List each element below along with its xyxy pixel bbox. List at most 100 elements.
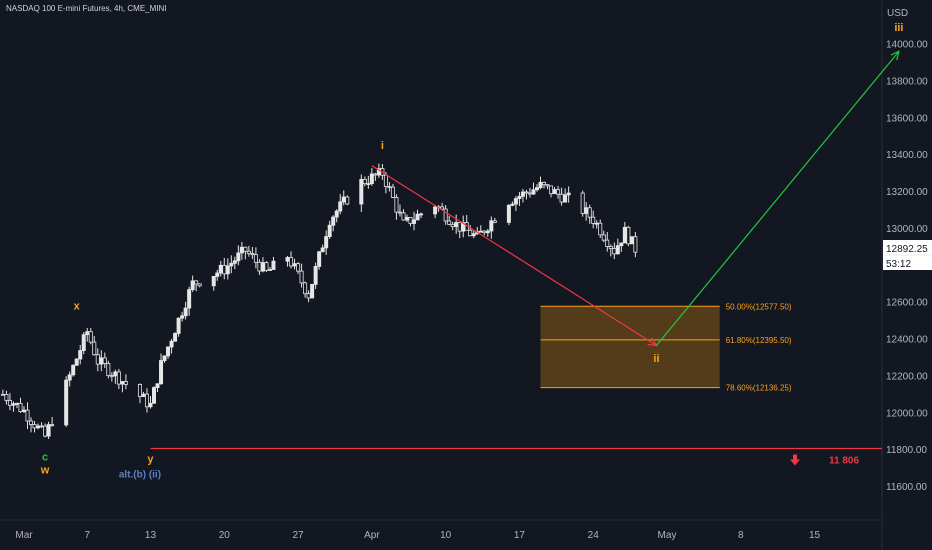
candle-body: [74, 358, 79, 366]
candle-body: [11, 403, 16, 406]
candle-body: [246, 250, 251, 254]
x-tick-label: 15: [809, 530, 821, 541]
candle-body: [542, 181, 547, 186]
candle-body: [306, 293, 311, 299]
y-tick-label: 12000.00: [886, 408, 928, 419]
candle-body: [176, 317, 181, 334]
y-tick-label: 12600.00: [886, 298, 928, 309]
y-tick-label: 11800.00: [886, 445, 927, 456]
candle-body: [538, 181, 543, 189]
candle-body: [88, 331, 93, 343]
candle-body: [232, 260, 237, 264]
fib-level-label: 50.00%(12577.50): [726, 302, 792, 311]
candle-body: [471, 233, 476, 237]
support-label: 11 806: [829, 456, 859, 467]
candle-body: [264, 262, 269, 271]
candle-body: [299, 270, 304, 284]
candle-body: [183, 307, 188, 317]
candle-body: [440, 206, 445, 210]
candle-body: [260, 262, 265, 272]
y-tick-label: 13800.00: [886, 76, 928, 87]
candle-body: [341, 196, 346, 203]
candle-body: [113, 371, 118, 377]
candle-body: [331, 216, 336, 226]
candle-body: [317, 251, 322, 267]
candle-body: [36, 425, 41, 429]
candle-body: [313, 266, 318, 285]
candle-body: [415, 213, 420, 221]
candle-body: [218, 264, 223, 274]
current-price: 12892.25: [886, 244, 928, 255]
candle-body: [591, 216, 596, 224]
candle-body: [7, 399, 12, 406]
candle-body: [141, 393, 146, 397]
candle-body: [190, 280, 195, 291]
candle-body: [447, 220, 452, 225]
candle-body: [120, 381, 125, 385]
candle-body: [50, 424, 55, 426]
candle-body: [513, 198, 518, 205]
candles: [0, 163, 638, 440]
candle-body: [373, 173, 378, 176]
candle-body: [327, 224, 332, 237]
candle-body: [257, 261, 262, 272]
candle-body: [468, 229, 473, 237]
candle-body: [324, 236, 329, 249]
candle-body: [629, 236, 634, 245]
y-tick-label: 13200.00: [886, 187, 928, 198]
candle-body: [556, 189, 561, 195]
candle-body: [527, 192, 532, 195]
candle-body: [289, 257, 294, 267]
candle-body: [615, 245, 620, 255]
x-tick-label: 24: [588, 530, 600, 541]
candle-body: [250, 253, 255, 256]
x-tick-label: Apr: [364, 530, 380, 541]
x-tick-label: Mar: [15, 530, 33, 541]
candle-body: [4, 394, 9, 401]
wave-label: i: [381, 140, 384, 152]
candle-body: [404, 217, 409, 221]
candle-body: [608, 246, 613, 249]
candle-body: [338, 201, 343, 212]
down-arrow-icon: [790, 454, 800, 466]
candle-body: [236, 252, 241, 262]
y-tick-label: 13000.00: [886, 224, 928, 235]
candle-body: [46, 424, 51, 437]
candle-body: [450, 223, 455, 228]
x-tick-label: 8: [738, 530, 744, 541]
candle-body: [109, 375, 114, 377]
candle-body: [612, 248, 617, 255]
candle-body: [29, 420, 34, 425]
wave-label: w: [40, 465, 50, 477]
candle-body: [67, 374, 72, 381]
candle-body: [285, 257, 290, 262]
candle-body: [144, 393, 149, 408]
candle-body: [106, 363, 111, 376]
candle-body: [267, 269, 272, 271]
y-tick-label: 12200.00: [886, 371, 928, 382]
candle-body: [194, 280, 199, 285]
candle-body: [78, 350, 83, 360]
wave-label: alt.(b) (ii): [119, 469, 161, 480]
candle-body: [81, 334, 86, 351]
candle-body: [482, 230, 487, 234]
candle-body: [580, 192, 585, 214]
candle-body: [292, 263, 297, 267]
candle-body: [303, 282, 308, 295]
wave-label: ii: [653, 353, 659, 365]
candle-body: [32, 424, 37, 429]
candle-body: [517, 195, 522, 199]
candle-body: [520, 191, 525, 197]
candle-body: [137, 384, 142, 397]
candle-body: [545, 184, 550, 187]
candle-body: [594, 222, 599, 225]
y-tick-label: 12400.00: [886, 335, 928, 346]
candle-body: [605, 239, 610, 247]
candle-body: [187, 289, 192, 309]
candle-body: [566, 192, 571, 196]
candle-body: [14, 402, 19, 405]
wave-label: iii: [894, 22, 903, 34]
candle-body: [443, 208, 448, 222]
candle-body: [390, 186, 395, 198]
